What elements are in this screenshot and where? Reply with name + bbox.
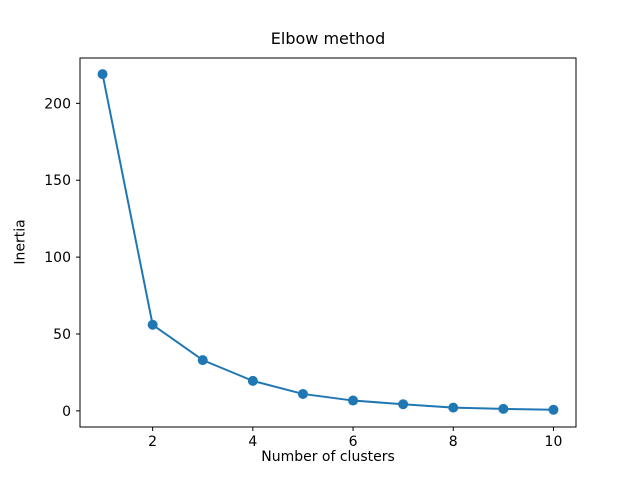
- x-tick-label: 10: [545, 434, 563, 450]
- x-tick-label: 2: [148, 434, 157, 450]
- y-tick-label: 100: [44, 250, 71, 266]
- data-point-marker: [548, 404, 559, 415]
- x-tick-label: 4: [248, 434, 257, 450]
- data-point-marker: [448, 402, 459, 413]
- y-tick-label: 200: [44, 96, 71, 112]
- data-point-marker: [197, 355, 208, 366]
- data-point-marker: [498, 403, 509, 414]
- x-tick-label: 8: [449, 434, 458, 450]
- data-point-marker: [348, 395, 359, 406]
- data-point-marker: [97, 69, 108, 80]
- data-point-marker: [247, 375, 258, 386]
- y-axis-label: Inertia: [12, 219, 29, 265]
- x-axis-label: Number of clusters: [261, 449, 395, 465]
- data-point-marker: [398, 399, 409, 410]
- chart-title: Elbow method: [270, 29, 386, 48]
- y-tick-label: 0: [62, 404, 71, 420]
- axes-frame: [79, 57, 577, 428]
- y-tick-label: 150: [44, 173, 71, 189]
- data-point-marker: [147, 319, 158, 330]
- x-tick-label: 6: [349, 434, 358, 450]
- y-tick-label: 50: [53, 327, 71, 343]
- line-series: [101, 73, 555, 411]
- data-point-marker: [297, 388, 308, 399]
